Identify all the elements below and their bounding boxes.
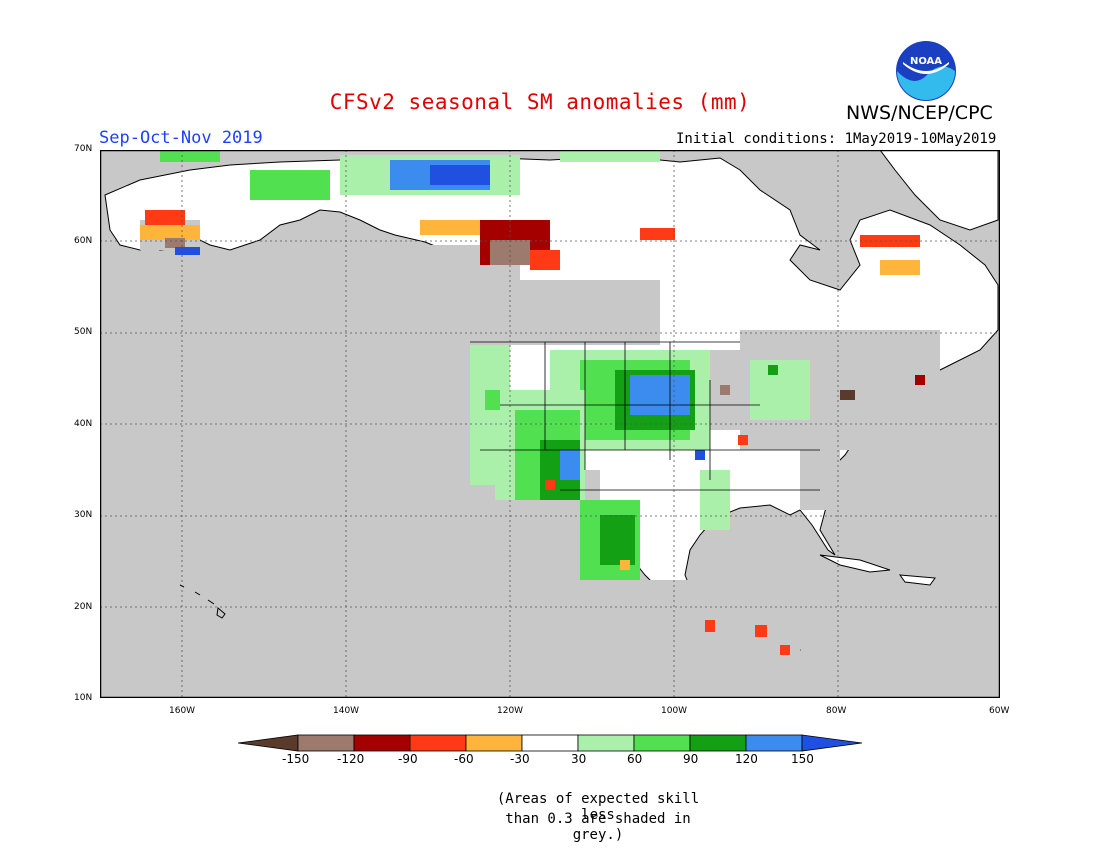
colorbar-label-neg150: -150 xyxy=(282,752,310,766)
lon-label-140w: 140W xyxy=(333,706,360,716)
colorbar-label-neg30: -30 xyxy=(510,752,530,766)
colorbar-cell-highest xyxy=(801,734,862,752)
colorbar-cell xyxy=(297,734,355,752)
colorbar-cell-lowest xyxy=(238,734,299,752)
land-caribbean xyxy=(819,554,936,586)
lon-label-60w: 60W xyxy=(989,706,1010,716)
land-greenland xyxy=(879,150,999,231)
lat-label-20n: 20N xyxy=(74,602,93,612)
graticule xyxy=(100,150,1000,698)
lat-label-30n: 30N xyxy=(74,510,93,520)
lat-label-10n: 10N xyxy=(74,693,93,703)
colorbar-label-neg60: -60 xyxy=(454,752,474,766)
lat-label-50n: 50N xyxy=(74,327,93,337)
skill-note-line1: (Areas of expected skill less xyxy=(496,791,700,823)
colorbar-cell xyxy=(633,734,691,752)
lon-label-120w: 120W xyxy=(497,706,524,716)
colorbar-cell xyxy=(409,734,467,752)
season-label: Sep-Oct-Nov 2019 xyxy=(99,128,263,148)
noaa-logo: NOAA xyxy=(895,40,957,102)
lon-label-100w: 100W xyxy=(661,706,688,716)
lon-label-160w: 160W xyxy=(169,706,196,716)
colorbar-label-neg90: -90 xyxy=(398,752,418,766)
lat-label-40n: 40N xyxy=(74,419,93,429)
colorbar-label-120: 120 xyxy=(735,752,758,766)
lat-label-60n: 60N xyxy=(74,236,93,246)
colorbar xyxy=(238,734,862,752)
colorbar-cell xyxy=(577,734,635,752)
colorbar-cell xyxy=(353,734,411,752)
colorbar-label-60: 60 xyxy=(627,752,643,766)
colorbar-label-neg120: -120 xyxy=(337,752,365,766)
initial-conditions-label: Initial conditions: 1May2019-10May2019 xyxy=(676,131,997,147)
colorbar-label-30: 30 xyxy=(571,752,587,766)
colorbar-cell xyxy=(521,734,579,752)
lat-label-70n: 70N xyxy=(74,144,93,154)
agency-label: NWS/NCEP/CPC xyxy=(846,102,993,124)
map-title: CFSv2 seasonal SM anomalies (mm) xyxy=(329,90,751,114)
lon-label-80w: 80W xyxy=(826,706,847,716)
colorbar-cell xyxy=(745,734,803,752)
logo-text: NOAA xyxy=(910,56,942,67)
anomaly-map xyxy=(100,150,1000,698)
colorbar-cell xyxy=(689,734,747,752)
colorbar-label-150: 150 xyxy=(791,752,814,766)
colorbar-label-90: 90 xyxy=(683,752,699,766)
colorbar-cell xyxy=(465,734,523,752)
map-frame xyxy=(100,150,1000,698)
skill-note-line2: than 0.3 are shaded in grey.) xyxy=(505,811,691,843)
political-borders xyxy=(470,341,820,491)
